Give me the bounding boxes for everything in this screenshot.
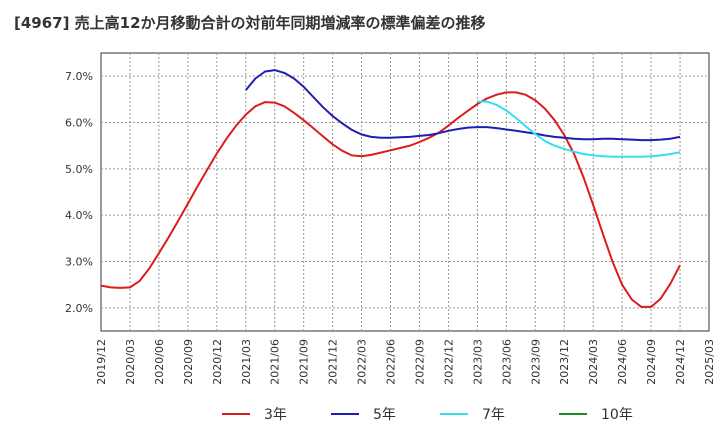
- y-tick-label: 3.0%: [65, 256, 93, 269]
- x-tick-label: 2022/03: [356, 339, 369, 385]
- x-tick-label: 2022/09: [413, 339, 426, 385]
- legend-label-0: 3年: [264, 407, 287, 423]
- x-tick-label: 2024/03: [587, 339, 600, 385]
- x-tick-label: 2023/09: [529, 339, 542, 385]
- y-tick-label: 4.0%: [65, 209, 93, 222]
- x-tick-label: 2021/12: [327, 339, 340, 385]
- x-tick-label: 2024/12: [674, 339, 687, 385]
- x-tick-label: 2020/09: [182, 339, 195, 385]
- legend-label-1: 5年: [373, 407, 396, 423]
- x-tick-label: 2022/12: [442, 339, 455, 385]
- x-tick-label: 2023/03: [471, 339, 484, 385]
- x-tick-label: 2020/03: [124, 339, 137, 385]
- x-tick-label: 2023/12: [558, 339, 571, 385]
- x-tick-label: 2020/12: [211, 339, 224, 385]
- series-line-1: [245, 69, 681, 142]
- x-tick-label: 2022/06: [385, 339, 398, 385]
- series-line-0: [100, 91, 681, 308]
- x-tick-label: 2020/06: [153, 339, 166, 385]
- grid-lines: [101, 53, 709, 331]
- series-line-2: [477, 100, 681, 158]
- legend-label-3: 10年: [601, 407, 633, 423]
- series-lines: [100, 69, 681, 308]
- x-tick-label: 2024/09: [645, 339, 658, 385]
- y-tick-label: 7.0%: [65, 70, 93, 83]
- x-tick-label: 2021/06: [269, 339, 282, 385]
- x-tick-label: 2024/06: [616, 339, 629, 385]
- legend-label-2: 7年: [482, 407, 505, 423]
- x-tick-label: 2021/03: [240, 339, 253, 385]
- plot-area: [100, 52, 710, 332]
- chart-title: [4967] 売上高12か月移動合計の対前年同期増減率の標準偏差の推移: [14, 14, 486, 32]
- y-axis-ticks: 2.0% 3.0% 4.0% 5.0% 6.0% 7.0%: [65, 70, 93, 315]
- y-tick-label: 6.0%: [65, 117, 93, 130]
- x-axis-ticks: 2019/12 2020/03 2020/06 2020/09 2020/12 2021/…: [95, 339, 716, 385]
- x-tick-label: 2019/12: [95, 339, 108, 385]
- legend: 3年 5年 7年 10年: [222, 407, 633, 423]
- x-tick-label: 2023/06: [500, 339, 513, 385]
- x-tick-label: 2025/03: [703, 339, 716, 385]
- x-tick-label: 2021/09: [298, 339, 311, 385]
- y-tick-label: 5.0%: [65, 163, 93, 176]
- y-tick-label: 2.0%: [65, 302, 93, 315]
